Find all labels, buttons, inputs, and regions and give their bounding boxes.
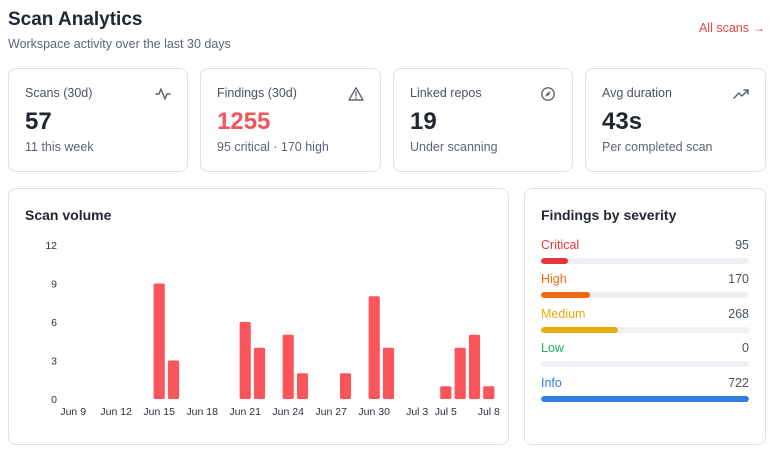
x-tick-label: Jul 3: [406, 406, 428, 418]
stat-label: Avg duration: [602, 86, 672, 100]
severity-row-low: Low 0: [541, 341, 749, 375]
stat-subtext: Per completed scan: [602, 140, 713, 154]
x-tick-label: Jul 5: [435, 406, 457, 418]
scan-volume-panel: Scan volume 0 3 6 9 12 Jun 9 Jun 12 Jun 15 Jun 1…: [8, 188, 509, 445]
stat-value: 57: [25, 108, 52, 135]
bar[interactable]: [153, 283, 165, 400]
x-tick-label: Jun 9: [60, 406, 86, 418]
severity-label: Medium: [541, 306, 586, 321]
severity-count: 722: [728, 375, 749, 390]
trending-up-icon: [733, 89, 749, 99]
bar[interactable]: [468, 334, 481, 399]
y-tick-label: 6: [51, 317, 57, 329]
page-header: Scan Analytics Workspace activity over t…: [8, 8, 231, 51]
stat-card-scans: Scans (30d) 57 11 this week: [8, 68, 188, 172]
page-subtitle: Workspace activity over the last 30 days: [8, 37, 231, 51]
stat-label: Scans (30d): [25, 86, 93, 100]
bar[interactable]: [239, 322, 251, 399]
bar[interactable]: [368, 296, 380, 399]
y-tick-label: 3: [51, 356, 57, 368]
severity-bar-track: [541, 326, 749, 333]
x-tick-label: Jul 8: [478, 406, 500, 418]
bar[interactable]: [382, 347, 395, 399]
severity-label: High: [541, 272, 567, 287]
y-tick-label: 9: [51, 279, 57, 291]
severity-row-critical: Critical 95: [541, 238, 749, 272]
stat-label: Findings (30d): [217, 86, 297, 100]
severity-bar-track: [541, 361, 749, 368]
x-tick-label: Jun 30: [358, 406, 390, 418]
severity-row-info: Info 722: [541, 376, 749, 410]
compass-icon: [541, 87, 555, 101]
stat-subtext: 11 this week: [25, 140, 94, 154]
severity-count: 0: [742, 341, 749, 356]
severity-count: 268: [728, 306, 749, 321]
y-tick-label: 0: [51, 394, 57, 406]
x-tick-label: Jun 27: [315, 406, 347, 418]
bar[interactable]: [296, 373, 309, 399]
severity-bar-track: [541, 395, 749, 402]
bar[interactable]: [454, 347, 466, 399]
x-tick-label: Jun 24: [272, 406, 304, 418]
severity-row-medium: Medium 268: [541, 307, 749, 341]
stat-card-repos: Linked repos 19 Under scanning: [393, 68, 573, 172]
stat-subtext: Under scanning: [410, 140, 498, 154]
severity-count: 170: [728, 272, 749, 287]
severity-count: 95: [735, 238, 749, 252]
bar[interactable]: [167, 360, 180, 400]
severity-bar-fill: [541, 326, 619, 333]
bar[interactable]: [483, 386, 495, 399]
scan-volume-chart: 0 3 6 9 12 Jun 9 Jun 12 Jun 15 Jun 18 Jun 21 Jun 2…: [45, 240, 500, 418]
bar[interactable]: [440, 386, 452, 399]
stat-value: 1255: [217, 108, 271, 135]
severity-bar-fill: [541, 258, 569, 264]
all-scans-label: All scans: [698, 21, 749, 35]
stat-card-findings: Findings (30d) 1255 95 critical · 170 hi…: [200, 68, 381, 172]
bar[interactable]: [339, 373, 352, 399]
stat-card-duration: Avg duration 43s Per completed scan: [585, 68, 766, 172]
severity-label: Info: [541, 375, 562, 390]
severity-panel: Findings by severity Critical 95 High 170 Me…: [524, 188, 766, 445]
severity-row-high: High 170: [541, 272, 749, 306]
severity-bar-track: [541, 292, 749, 299]
panel-title: Findings by severity: [541, 207, 677, 223]
stat-label: Linked repos: [410, 86, 482, 100]
x-tick-label: Jun 21: [229, 406, 261, 418]
panel-title: Scan volume: [25, 207, 112, 223]
stat-value: 19: [410, 108, 437, 135]
page-title: Scan Analytics: [8, 9, 143, 30]
stat-value: 43s: [602, 108, 643, 135]
severity-bar-fill: [541, 292, 590, 299]
x-tick-label: Jun 12: [100, 406, 132, 418]
severity-bar-track: [541, 258, 749, 264]
severity-label: Critical: [541, 238, 580, 252]
all-scans-link[interactable]: All scans →: [699, 21, 765, 35]
severity-bar-fill: [541, 395, 749, 402]
activity-icon: [155, 88, 171, 100]
bar[interactable]: [282, 334, 294, 399]
arrow-right-icon: →: [753, 21, 765, 35]
y-tick-label: 12: [45, 240, 57, 252]
x-tick-label: Jun 15: [143, 406, 175, 418]
stat-subtext: 95 critical · 170 high: [217, 140, 329, 154]
severity-label: Low: [541, 341, 564, 356]
bar[interactable]: [253, 347, 266, 399]
alert-triangle-icon: [348, 87, 364, 101]
x-tick-label: Jun 18: [186, 406, 218, 418]
